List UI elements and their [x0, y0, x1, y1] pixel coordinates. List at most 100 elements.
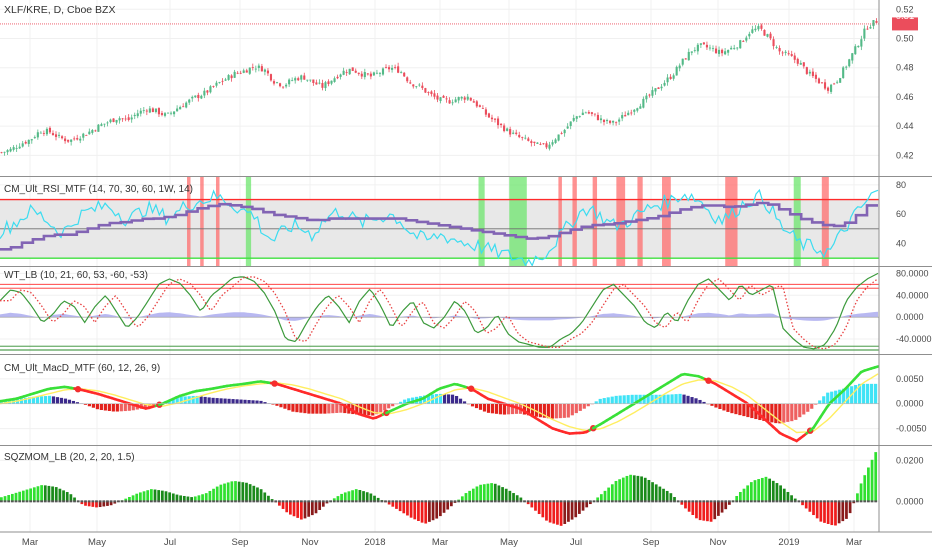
macd-histogram-bar	[690, 397, 693, 404]
macd-histogram-bar	[870, 384, 873, 404]
squeeze-bar	[446, 501, 449, 509]
squeeze-dot	[743, 500, 746, 502]
candle-body	[249, 68, 251, 74]
macd-histogram-bar	[483, 404, 486, 412]
macd-histogram-bar	[786, 404, 789, 422]
candle-body	[624, 115, 626, 116]
squeeze-dot	[424, 500, 427, 502]
squeeze-dot	[249, 500, 252, 502]
squeeze-dot	[604, 500, 607, 502]
squeeze-dot	[852, 500, 855, 502]
candle-body	[606, 120, 608, 121]
candle-body	[527, 138, 529, 140]
squeeze-dot	[348, 500, 351, 502]
candle-body	[161, 113, 163, 115]
candle-body	[185, 103, 187, 108]
squeeze-dot	[40, 500, 43, 502]
squeeze-dot	[443, 500, 446, 502]
macd-histogram-bar	[595, 401, 598, 403]
squeeze-bar	[538, 501, 541, 514]
squeeze-bar	[252, 486, 255, 502]
candle-body	[10, 149, 12, 152]
rsi-y-tick-label: 80	[896, 180, 906, 190]
candle-body	[518, 135, 520, 137]
squeeze-dot	[329, 500, 332, 502]
macd-histogram-bar	[48, 396, 51, 404]
macd-histogram-bar	[774, 404, 777, 423]
macd-histogram-bar	[120, 404, 123, 412]
candle-body	[7, 150, 9, 152]
squeeze-dot	[523, 500, 526, 502]
squeeze-dot	[563, 500, 566, 502]
squeeze-bar	[706, 501, 709, 521]
x-tick-label: May	[500, 537, 518, 548]
squeeze-dot	[48, 500, 51, 502]
squeeze-dot	[776, 500, 779, 502]
candle-body	[337, 77, 339, 78]
last-price-label: 0.51	[896, 11, 915, 22]
squeeze-bar	[340, 494, 343, 501]
squeeze-dot	[534, 500, 537, 502]
macd-y-tick-label: 0.0050	[896, 374, 924, 384]
candle-body	[736, 48, 738, 49]
candle-body	[149, 108, 151, 112]
price-y-tick-label: 0.46	[896, 92, 914, 102]
candle-body	[206, 90, 208, 92]
candle-body	[49, 128, 51, 132]
rsi-oversold-band	[246, 177, 251, 266]
candle-body	[240, 73, 242, 74]
candle-body	[700, 43, 702, 45]
squeeze-dot	[377, 500, 380, 502]
squeeze-bar	[201, 494, 204, 501]
candle-body	[636, 108, 638, 110]
squeeze-bar	[472, 489, 475, 502]
candle-body	[685, 58, 687, 59]
candle-body	[3, 152, 5, 153]
candle-body	[709, 48, 711, 49]
squeeze-dot	[55, 500, 58, 502]
candle-body	[597, 115, 599, 120]
candle-body	[718, 50, 720, 54]
squeeze-dot	[816, 500, 819, 502]
squeeze-bar	[501, 487, 504, 501]
macd-histogram-bar	[112, 404, 115, 412]
candle-body	[46, 129, 48, 134]
candle-body	[279, 83, 281, 86]
candle-body	[288, 80, 290, 85]
candle-body	[179, 107, 181, 109]
candle-body	[630, 113, 632, 114]
squeeze-bar	[509, 491, 512, 501]
candle-body	[688, 52, 690, 60]
macd-histogram-bar	[499, 404, 502, 415]
squeeze-dot	[732, 500, 735, 502]
candle-body	[452, 102, 454, 103]
squeeze-dot	[757, 500, 760, 502]
squeeze-bar	[827, 501, 830, 524]
squeeze-bar	[819, 501, 822, 521]
candle-body	[482, 108, 484, 109]
candle-body	[500, 124, 502, 125]
candle-body	[670, 77, 672, 79]
squeeze-bar	[659, 487, 662, 502]
squeeze-dot	[417, 500, 420, 502]
candle-body	[470, 98, 472, 101]
candle-body	[503, 125, 505, 131]
squeeze-bar	[282, 501, 285, 509]
candle-body	[13, 147, 15, 150]
macd-histogram-bar	[56, 397, 59, 404]
squeeze-bar	[220, 485, 223, 502]
candle-body	[766, 34, 768, 37]
squeeze-dot	[871, 500, 874, 502]
price-y-tick-label: 0.44	[896, 121, 914, 131]
candle-body	[34, 137, 36, 138]
squeeze-dot	[509, 500, 512, 502]
squeeze-bar	[629, 475, 632, 502]
squeeze-dot	[99, 500, 102, 502]
squeeze-bar	[713, 501, 716, 519]
squeeze-dot	[498, 500, 501, 502]
candle-body	[128, 117, 130, 120]
squeeze-bar	[618, 479, 621, 501]
sqz-y-tick-label: 0.0000	[896, 496, 924, 506]
squeeze-bar	[402, 501, 405, 513]
squeeze-bar	[684, 501, 687, 508]
